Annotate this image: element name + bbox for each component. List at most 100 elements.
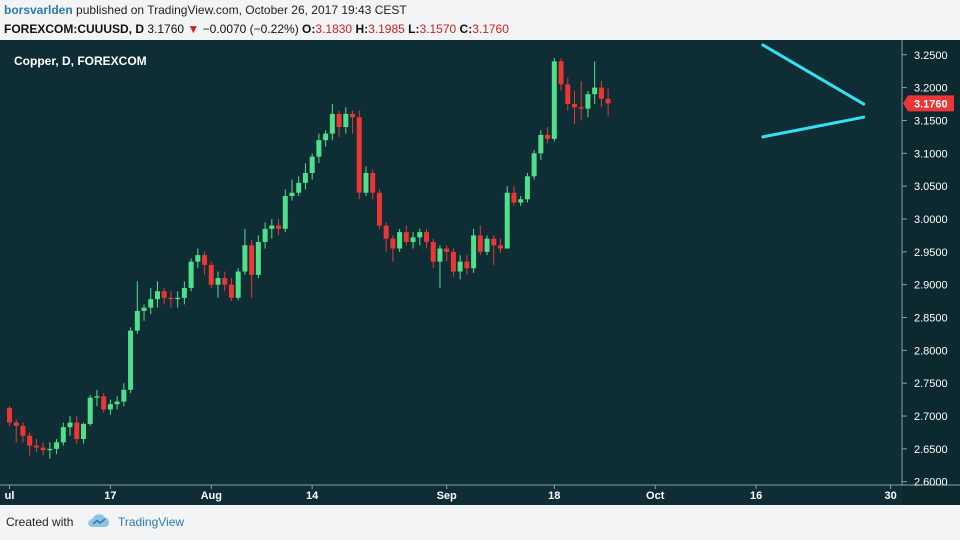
x-tick-label: Aug — [201, 490, 222, 502]
x-tick-label: Oct — [646, 490, 665, 502]
candle-body — [114, 401, 120, 405]
candle-body — [316, 140, 322, 157]
author-link[interactable]: borsvarlden — [4, 3, 73, 17]
candle-body — [188, 261, 194, 288]
triangle-trendline — [761, 43, 866, 106]
candle-body — [255, 241, 261, 275]
tradingview-cloud-icon — [88, 514, 110, 527]
y-tick-label: 3.1500 — [914, 115, 948, 127]
candle-body — [175, 297, 181, 300]
candle-body — [7, 408, 12, 423]
open-label: O: — [302, 22, 316, 36]
candle-body — [504, 192, 510, 249]
candle-body — [249, 245, 255, 275]
candle-body — [551, 61, 557, 139]
last-price: 3.1760 — [147, 22, 185, 36]
candle-body — [571, 104, 577, 108]
candle-body — [430, 241, 436, 262]
candle-body — [141, 307, 147, 311]
candle-body — [531, 153, 537, 177]
candle-body — [27, 435, 33, 446]
candle-body — [289, 192, 295, 196]
candle-body — [269, 225, 275, 229]
candle-body — [60, 427, 66, 443]
candle-body — [262, 228, 268, 242]
chart-canvas[interactable]: Copper, D, FOREXCOM 3.2500 3.2000 3.1500 3.1… — [0, 40, 960, 505]
publish-info: borsvarlden published on TradingView.com… — [4, 3, 407, 17]
candle-body — [450, 251, 456, 272]
candle-body — [296, 182, 302, 193]
candle-body — [40, 447, 46, 451]
candle-body — [524, 176, 530, 200]
candle-body — [208, 264, 214, 285]
candle-body — [121, 389, 127, 402]
footer-bar: Created with TradingView — [0, 505, 960, 540]
change-value: −0.0070 (−0.22%) — [202, 22, 299, 36]
created-with-text: Created with — [6, 515, 74, 529]
candle-body — [228, 284, 234, 298]
candle-body — [74, 422, 80, 440]
candle-body — [471, 235, 477, 269]
candle-body — [222, 278, 228, 285]
low-value: 3.1570 — [419, 22, 457, 36]
candle-body — [309, 156, 315, 174]
y-tick-label: 2.8000 — [914, 345, 948, 357]
y-tick-label: 2.6500 — [914, 444, 948, 456]
candle-body — [370, 173, 376, 193]
price-chart[interactable]: Copper, D, FOREXCOM 3.2500 3.2000 3.1500 3.1… — [0, 40, 960, 505]
publish-header: borsvarlden published on TradingView.com… — [0, 0, 960, 40]
candle-body — [282, 195, 288, 229]
candle-body — [148, 299, 154, 308]
candle-body — [168, 297, 174, 300]
candle-body — [497, 245, 503, 249]
candle-body — [195, 255, 201, 262]
chart-title: Copper, D, FOREXCOM — [14, 54, 147, 68]
candle-body — [538, 134, 544, 154]
candle-body — [390, 238, 396, 249]
x-tick-label: 14 — [306, 490, 319, 502]
y-tick-label: 3.2500 — [914, 50, 948, 62]
tradingview-link[interactable]: TradingView — [118, 515, 185, 529]
triangle-trendline — [761, 115, 866, 139]
candle-body — [585, 94, 591, 109]
candle-body — [437, 248, 443, 262]
candle-body — [343, 113, 349, 128]
candle-body — [477, 235, 483, 252]
candle-body — [397, 232, 403, 249]
candle-body — [302, 173, 308, 183]
published-text: published on TradingView.com, October 26… — [76, 3, 407, 17]
y-tick-label: 3.1000 — [914, 148, 948, 160]
candle-body — [329, 113, 335, 134]
candle-body — [410, 237, 416, 242]
candle-body — [363, 173, 369, 193]
down-arrow-icon: ▼ — [187, 22, 200, 36]
candle-body — [94, 396, 100, 398]
candle-body — [20, 425, 26, 436]
candle-body — [350, 113, 356, 118]
y-tick-label: 2.9500 — [914, 247, 948, 259]
candle-body — [13, 422, 19, 426]
quote-line: FOREXCOM:CUUUSD, D 3.1760 ▼ −0.0070 (−0.… — [4, 22, 509, 36]
candle-body — [80, 423, 86, 440]
candle-body — [598, 87, 604, 99]
y-tick-label: 2.8500 — [914, 313, 948, 325]
candle-body — [128, 330, 134, 390]
candle-body — [336, 113, 342, 128]
close-value: 3.1760 — [472, 22, 509, 36]
candle-body — [107, 404, 113, 410]
candle-body — [87, 397, 93, 424]
symbol-label: FOREXCOM:CUUUSD, D — [4, 22, 144, 36]
y-tick-label: 2.7500 — [914, 378, 948, 390]
open-value: 3.1830 — [315, 22, 353, 36]
candle-body — [383, 225, 389, 239]
candle-body — [545, 134, 551, 139]
candle-body — [424, 232, 430, 242]
candle-body — [464, 261, 470, 269]
price-axis-area — [902, 40, 960, 505]
candle-body — [276, 225, 282, 229]
candle-body — [33, 445, 39, 448]
x-tick-label: 17 — [104, 490, 116, 502]
candle-body — [154, 291, 160, 300]
high-value: 3.1985 — [368, 22, 405, 36]
candle-body — [491, 238, 497, 246]
